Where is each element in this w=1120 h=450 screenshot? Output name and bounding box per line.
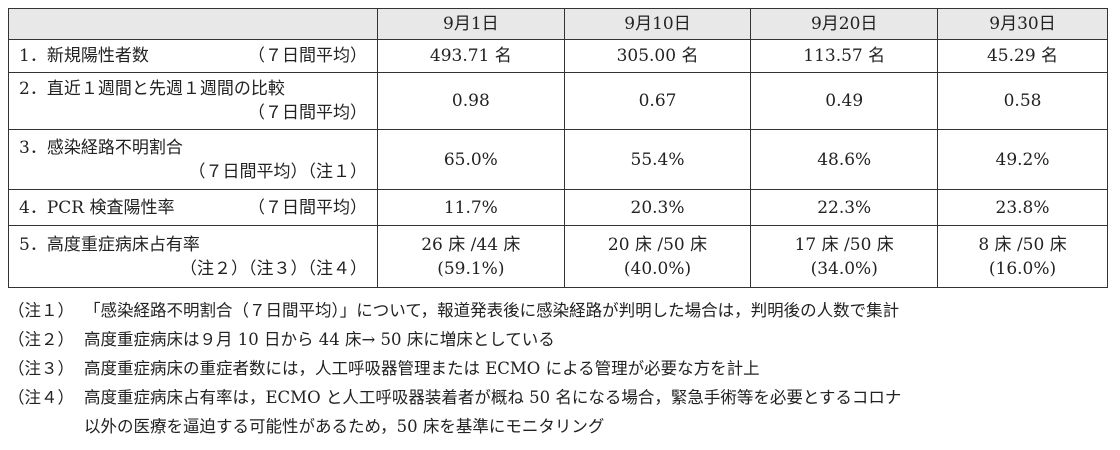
- label-line: （７日間平均）: [19, 101, 367, 125]
- table-cell: 23.8%: [937, 189, 1108, 226]
- cell-text: 17 床 /50 床: [794, 234, 894, 255]
- cell-text: 0.67: [638, 91, 677, 111]
- table-cell: 20 床 /50 床 (40.0%): [563, 225, 752, 288]
- table-cell: 0.58: [937, 72, 1108, 130]
- note-line: 「感染経路不明割合（７日間平均）」について，報道発表後に感染経路が判明した場合は…: [84, 301, 900, 320]
- table-cell: 8 床 /50 床 (16.0%): [937, 225, 1108, 288]
- label-text: （７日間平均）: [248, 46, 367, 66]
- header-row: 9月1日 9月10日 9月20日 9月30日: [8, 8, 1108, 40]
- label-text: 5．高度重症病床占有率: [19, 234, 200, 255]
- label-text: 3．感染経路不明割合: [19, 137, 183, 158]
- table-cell: 17 床 /50 床 (34.0%): [750, 225, 939, 288]
- note: （注１） 「感染経路不明割合（７日間平均）」について，報道発表後に感染経路が判明し…: [8, 296, 1118, 325]
- column-header: 9月10日: [563, 8, 752, 40]
- note-line: 高度重症病床の重症者数には，人工呼吸器管理または ECMO による管理が必要な方…: [84, 359, 760, 378]
- note-text: 高度重症病床の重症者数には，人工呼吸器管理または ECMO による管理が必要な方…: [84, 354, 760, 383]
- label-line: 1．新規陽性者数 （７日間平均）: [19, 44, 367, 68]
- column-header: 9月20日: [750, 8, 939, 40]
- cell-text: (16.0%): [988, 258, 1057, 279]
- note-mark: （注４）: [8, 388, 74, 407]
- note-text: 高度重症病床は９月 10 日から 44 床→ 50 床に増床としている: [84, 325, 555, 354]
- note-mark: （注２）: [8, 330, 74, 349]
- table-cell: 0.98: [377, 72, 565, 130]
- corner: [8, 8, 378, 40]
- cell-text: 22.3%: [817, 197, 872, 218]
- label-text: （７日間平均）（注１）: [188, 161, 368, 182]
- table-cell: 493.71 名: [377, 39, 565, 73]
- table-cell: 0.67: [563, 72, 752, 130]
- label-text: 1．新規陽性者数: [19, 46, 149, 66]
- table-cell: 49.2%: [937, 129, 1108, 190]
- table-cell: 22.3%: [750, 189, 939, 226]
- table-cell: 0.49: [750, 72, 939, 130]
- label-text: （７日間平均）: [248, 197, 367, 218]
- cell-text: (59.1%): [437, 258, 505, 279]
- cell-text: 26 床 /44 床: [421, 234, 521, 255]
- notes: （注１） 「感染経路不明割合（７日間平均）」について，報道発表後に感染経路が判明し…: [8, 296, 1118, 441]
- cell-text: 0.58: [1003, 91, 1042, 111]
- cell-text: 48.6%: [817, 149, 872, 170]
- table-cell: 65.0%: [377, 129, 565, 190]
- label-line: 4．PCR 検査陽性率 （７日間平均）: [19, 196, 367, 220]
- table-cell: 48.6%: [750, 129, 939, 190]
- label-text: （７日間平均）: [248, 103, 367, 123]
- row-label: 5．高度重症病床占有率 （注２）（注３）（注４）: [8, 225, 378, 288]
- label-text: 2．直近１週間と先週１週間の比較: [19, 79, 285, 99]
- label-text: （注２）（注３）（注４）: [180, 258, 367, 279]
- cell-text: 55.4%: [630, 149, 685, 170]
- table-cell: 45.29 名: [937, 39, 1108, 73]
- label-line: 3．感染経路不明割合: [19, 136, 367, 160]
- cell-text: 493.71 名: [429, 46, 512, 66]
- table-row: 2．直近１週間と先週１週間の比較 （７日間平均） 0.98 0.67 0.49 0.58: [8, 72, 1108, 130]
- table-cell: 55.4%: [563, 129, 752, 190]
- table-cell: 26 床 /44 床 (59.1%): [377, 225, 565, 288]
- row-label: 4．PCR 検査陽性率 （７日間平均）: [8, 189, 378, 226]
- cell-text: 49.2%: [995, 149, 1050, 170]
- table-cell: 305.00 名: [563, 39, 752, 73]
- note: （注２） 高度重症病床は９月 10 日から 44 床→ 50 床に増床としている: [8, 325, 1118, 354]
- note-line: 高度重症病床は９月 10 日から 44 床→ 50 床に増床としている: [84, 330, 555, 349]
- table-row: 5．高度重症病床占有率 （注２）（注３）（注４） 26 床 /44 床 (59.1%)…: [8, 225, 1108, 288]
- note-mark: （注１）: [8, 301, 74, 320]
- row-label: 1．新規陽性者数 （７日間平均）: [8, 39, 378, 73]
- row-label: 3．感染経路不明割合 （７日間平均）（注１）: [8, 129, 378, 190]
- table: 9月1日 9月10日 9月20日 9月30日 1．新規陽性者数 （７日間平均） 493.71…: [8, 8, 1108, 288]
- table-row: 1．新規陽性者数 （７日間平均） 493.71 名 305.00 名 113.57 名 4…: [8, 39, 1108, 73]
- column-header: 9月30日: [937, 8, 1108, 40]
- cell-text: 23.8%: [995, 197, 1050, 218]
- table-row: 4．PCR 検査陽性率 （７日間平均） 11.7% 20.3% 22.3% 23.8%: [8, 189, 1108, 226]
- note-line: 以外の医療を逼迫する可能性があるため，50 床を基準にモニタリング: [84, 417, 605, 436]
- cell-text: 20 床 /50 床: [607, 234, 708, 255]
- cell-text: (34.0%): [810, 258, 878, 279]
- row-label: 2．直近１週間と先週１週間の比較 （７日間平均）: [8, 72, 378, 130]
- table-cell: 11.7%: [377, 189, 565, 226]
- label-text: 4．PCR 検査陽性率: [19, 197, 175, 218]
- label-line: 2．直近１週間と先週１週間の比較: [19, 77, 367, 101]
- note: （注４） 高度重症病床占有率は，ECMO と人工呼吸器装着者が概ね 50 名になる…: [8, 383, 1118, 441]
- cell-text: 45.29 名: [986, 46, 1059, 66]
- cell-text: 20.3%: [630, 197, 685, 218]
- cell-text: 0.49: [825, 91, 864, 111]
- table-cell: 113.57 名: [750, 39, 939, 73]
- cell-text: (40.0%): [623, 258, 692, 279]
- note-text: 「感染経路不明割合（７日間平均）」について，報道発表後に感染経路が判明した場合は…: [84, 296, 899, 325]
- label-line: （７日間平均）（注１）: [19, 160, 368, 184]
- note-text: 高度重症病床占有率は，ECMO と人工呼吸器装着者が概ね 50 名になる場合，緊…: [84, 383, 901, 441]
- cell-text: 65.0%: [443, 149, 498, 170]
- label-line: （注２）（注３）（注４）: [19, 257, 367, 281]
- cell-text: 113.57 名: [803, 46, 886, 66]
- cell-text: 305.00 名: [616, 46, 699, 66]
- note-mark: （注３）: [8, 359, 74, 378]
- column-header: 9月1日: [377, 8, 565, 40]
- table-row: 3．感染経路不明割合 （７日間平均）（注１） 65.0% 55.4% 48.6% 49.2…: [8, 129, 1108, 190]
- cell-text: 0.98: [451, 91, 490, 111]
- note-line: 高度重症病床占有率は，ECMO と人工呼吸器装着者が概ね 50 名になる場合，緊…: [84, 388, 902, 407]
- cell-text: 8 床 /50 床: [978, 234, 1067, 255]
- label-line: 5．高度重症病床占有率: [19, 233, 367, 257]
- cell-text: 11.7%: [443, 197, 498, 218]
- note: （注３） 高度重症病床の重症者数には，人工呼吸器管理または ECMO による管理が…: [8, 354, 1118, 383]
- table-cell: 20.3%: [563, 189, 752, 226]
